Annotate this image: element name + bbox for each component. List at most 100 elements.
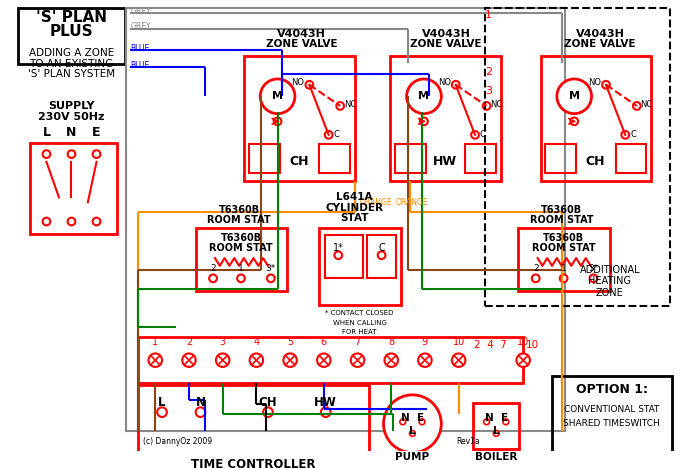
Text: L: L (158, 396, 166, 409)
Text: 10: 10 (517, 337, 529, 347)
Text: M: M (569, 91, 580, 101)
Circle shape (68, 218, 75, 226)
Circle shape (260, 79, 295, 114)
Text: N  E: N E (401, 413, 424, 423)
Text: SUPPLY: SUPPLY (48, 101, 95, 111)
Circle shape (452, 81, 460, 88)
Bar (138, 337, 523, 383)
Text: L: L (493, 426, 500, 437)
Circle shape (209, 274, 217, 282)
Circle shape (420, 117, 428, 125)
Bar (319, 228, 401, 305)
Circle shape (306, 81, 313, 88)
Circle shape (406, 79, 442, 114)
Text: (c) DannyOz 2009: (c) DannyOz 2009 (143, 437, 212, 446)
Text: NO: NO (588, 78, 601, 88)
Text: V4043H: V4043H (277, 29, 326, 39)
Text: GREY: GREY (130, 7, 151, 16)
Circle shape (68, 150, 75, 158)
Bar (545, 145, 576, 173)
Text: 2: 2 (186, 337, 192, 347)
Circle shape (516, 353, 530, 367)
Circle shape (571, 117, 578, 125)
Bar (484, 7, 669, 306)
Bar (395, 145, 426, 173)
Text: M: M (418, 91, 429, 101)
Text: PLUS: PLUS (50, 24, 93, 39)
Text: ZONE VALVE: ZONE VALVE (411, 39, 482, 49)
Text: V4043H: V4043H (575, 29, 624, 39)
Text: WHEN CALLING: WHEN CALLING (333, 320, 386, 326)
Text: C: C (630, 130, 636, 139)
Circle shape (452, 353, 465, 367)
Text: NC: NC (344, 100, 356, 109)
Circle shape (384, 395, 442, 453)
Text: 2: 2 (210, 264, 216, 273)
Bar (615, 145, 647, 173)
Bar (126, 7, 564, 431)
Circle shape (92, 218, 100, 226)
Circle shape (196, 407, 206, 417)
Text: 1: 1 (485, 10, 492, 21)
Text: Rev1a: Rev1a (456, 437, 480, 446)
Text: 9: 9 (422, 337, 428, 347)
Bar (473, 402, 520, 449)
Text: V4043H: V4043H (422, 29, 471, 39)
Text: STAT: STAT (340, 212, 369, 223)
Text: 10: 10 (453, 337, 465, 347)
Bar (540, 56, 651, 181)
Text: ROOM STAT: ROOM STAT (530, 215, 593, 225)
Text: NO: NO (437, 78, 451, 88)
Bar (465, 145, 496, 173)
Text: NC: NC (640, 100, 653, 109)
Text: 1: 1 (238, 264, 244, 273)
Circle shape (216, 353, 230, 367)
Text: OPTION 1:: OPTION 1: (575, 382, 648, 395)
Circle shape (419, 419, 425, 425)
Text: CONVENTIONAL STAT: CONVENTIONAL STAT (564, 405, 660, 414)
Bar (518, 228, 610, 291)
Text: N: N (195, 396, 206, 409)
Text: NC: NC (490, 100, 502, 109)
Text: 'S' PLAN SYSTEM: 'S' PLAN SYSTEM (28, 69, 115, 79)
Circle shape (622, 131, 629, 139)
Circle shape (410, 431, 415, 436)
Text: HW: HW (315, 396, 337, 409)
Text: T6360B: T6360B (219, 205, 259, 215)
Text: PUMP: PUMP (395, 453, 429, 462)
Circle shape (471, 131, 479, 139)
Text: M: M (272, 91, 283, 101)
Text: TIME CONTROLLER: TIME CONTROLLER (191, 458, 316, 468)
Text: CH: CH (586, 155, 605, 168)
Bar (30, 143, 117, 234)
Text: CH: CH (259, 396, 277, 409)
Circle shape (267, 274, 275, 282)
Circle shape (602, 81, 610, 88)
Text: SHARED TIMESWITCH: SHARED TIMESWITCH (564, 419, 660, 428)
Text: * CONTACT CLOSED: * CONTACT CLOSED (325, 310, 393, 316)
Text: 4: 4 (253, 337, 259, 347)
Text: 1*: 1* (333, 243, 344, 254)
Circle shape (483, 102, 491, 110)
Bar (244, 56, 355, 181)
Text: ROOM STAT: ROOM STAT (209, 242, 273, 253)
Circle shape (263, 407, 273, 417)
Circle shape (384, 353, 398, 367)
Text: BLUE: BLUE (130, 44, 150, 53)
Bar (552, 376, 673, 462)
Text: 'S' PLAN: 'S' PLAN (36, 10, 107, 25)
Circle shape (557, 79, 591, 114)
Circle shape (250, 353, 263, 367)
Text: T6360B: T6360B (543, 233, 584, 243)
Text: 2: 2 (533, 264, 538, 273)
Circle shape (182, 353, 196, 367)
Text: ADDING A ZONE: ADDING A ZONE (29, 48, 114, 58)
Text: 7: 7 (355, 337, 361, 347)
Text: T6360B: T6360B (220, 233, 262, 243)
Circle shape (484, 419, 489, 425)
Bar (17, 7, 126, 64)
Circle shape (43, 150, 50, 158)
Text: 3: 3 (485, 87, 492, 96)
Text: TO AN EXISTING: TO AN EXISTING (30, 58, 114, 69)
Text: N  E: N E (484, 413, 508, 423)
